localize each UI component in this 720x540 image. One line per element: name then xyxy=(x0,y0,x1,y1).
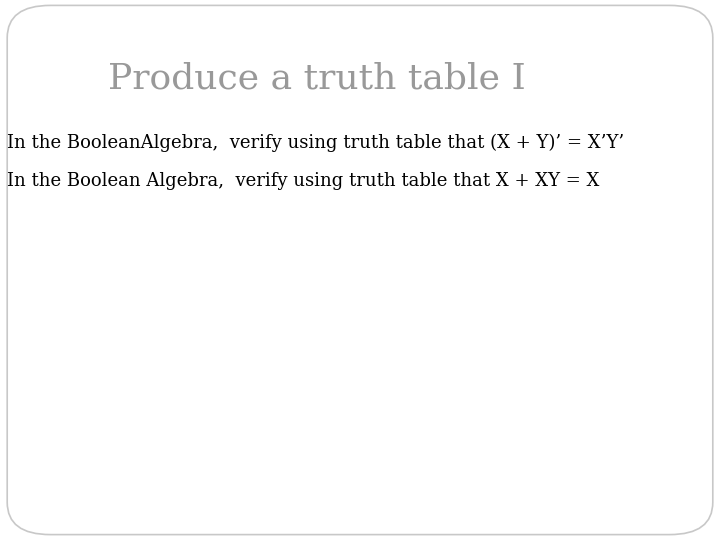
Text: Produce a truth table I: Produce a truth table I xyxy=(108,62,526,95)
Text: In the Boolean Algebra,  verify using truth table that X + XY = X: In the Boolean Algebra, verify using tru… xyxy=(7,172,600,190)
FancyBboxPatch shape xyxy=(7,5,713,535)
Text: In the BooleanAlgebra,  verify using truth table that (X + Y)’ = X’Y’: In the BooleanAlgebra, verify using trut… xyxy=(7,134,624,152)
